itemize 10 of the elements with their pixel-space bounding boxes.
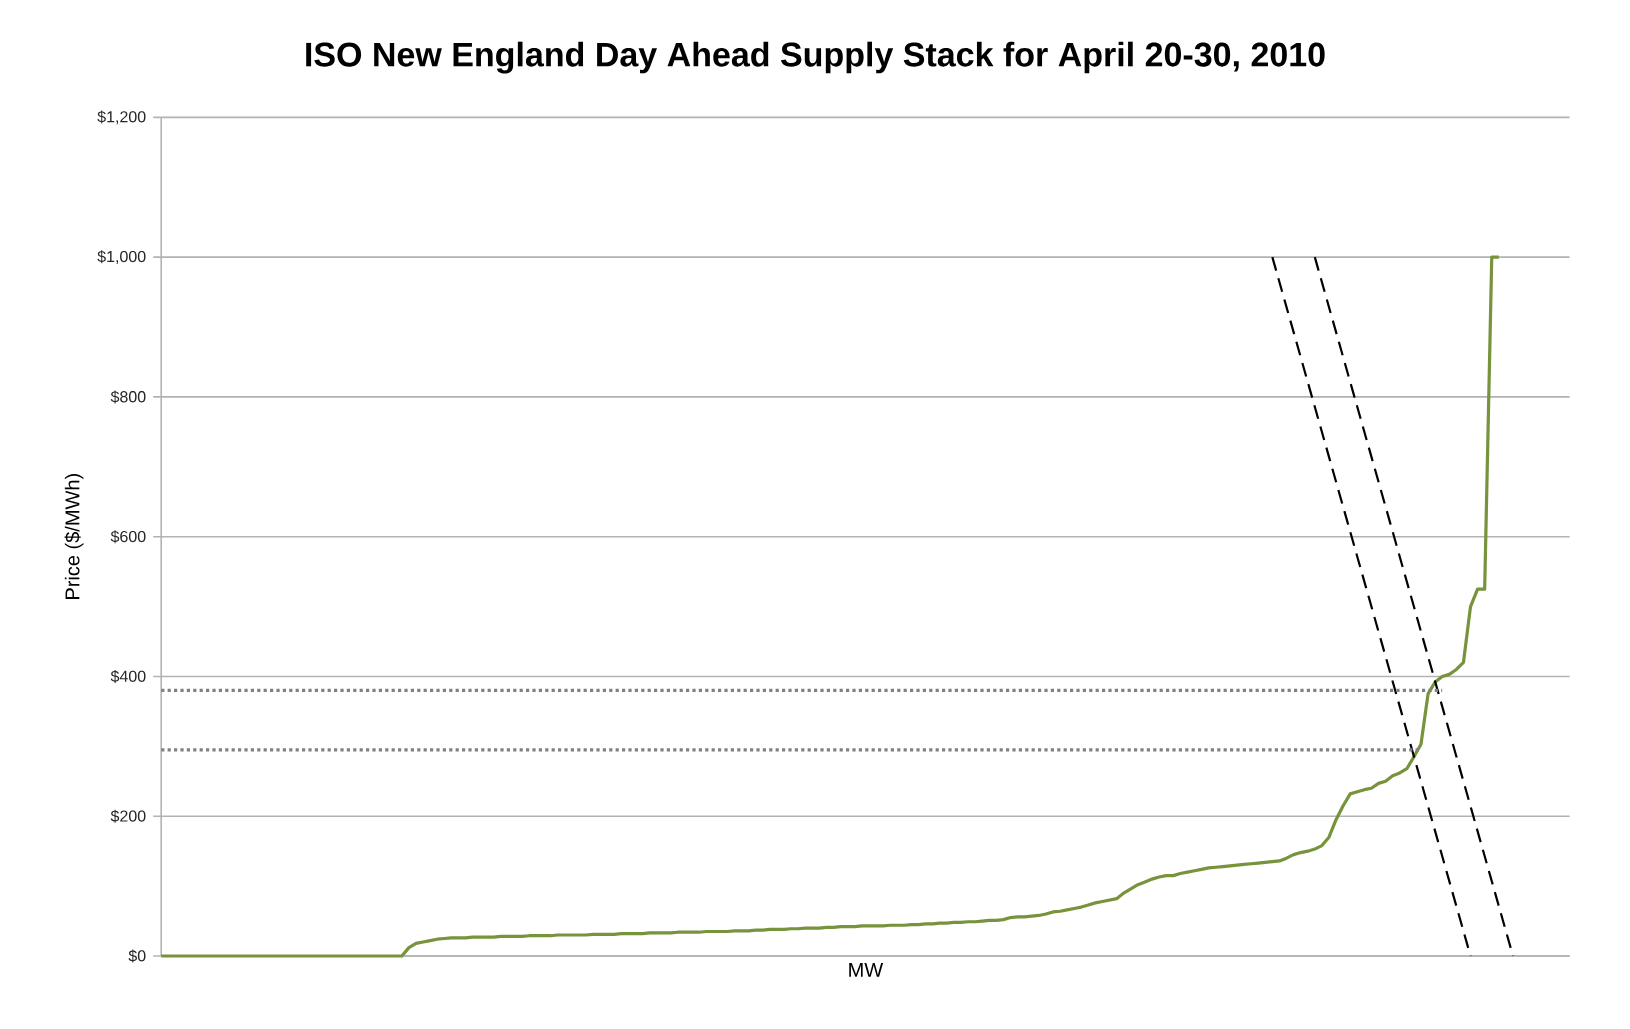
y-tick-label: $400 — [110, 669, 146, 683]
y-tick-label: $800 — [110, 390, 146, 404]
y-tick-label: $1,000 — [97, 250, 146, 265]
chart-title: ISO New England Day Ahead Supply Stack for April 20-30, 2010 — [306, 41, 1325, 74]
y-axis-title: Price ($/MWh) — [64, 474, 84, 599]
y-tick-label: $600 — [110, 530, 146, 544]
y-tick-label: $1,200 — [97, 110, 146, 125]
y-tick-label: $200 — [110, 809, 146, 823]
y-tick-label: $0 — [128, 949, 146, 963]
x-axis-title: MW — [849, 963, 884, 977]
